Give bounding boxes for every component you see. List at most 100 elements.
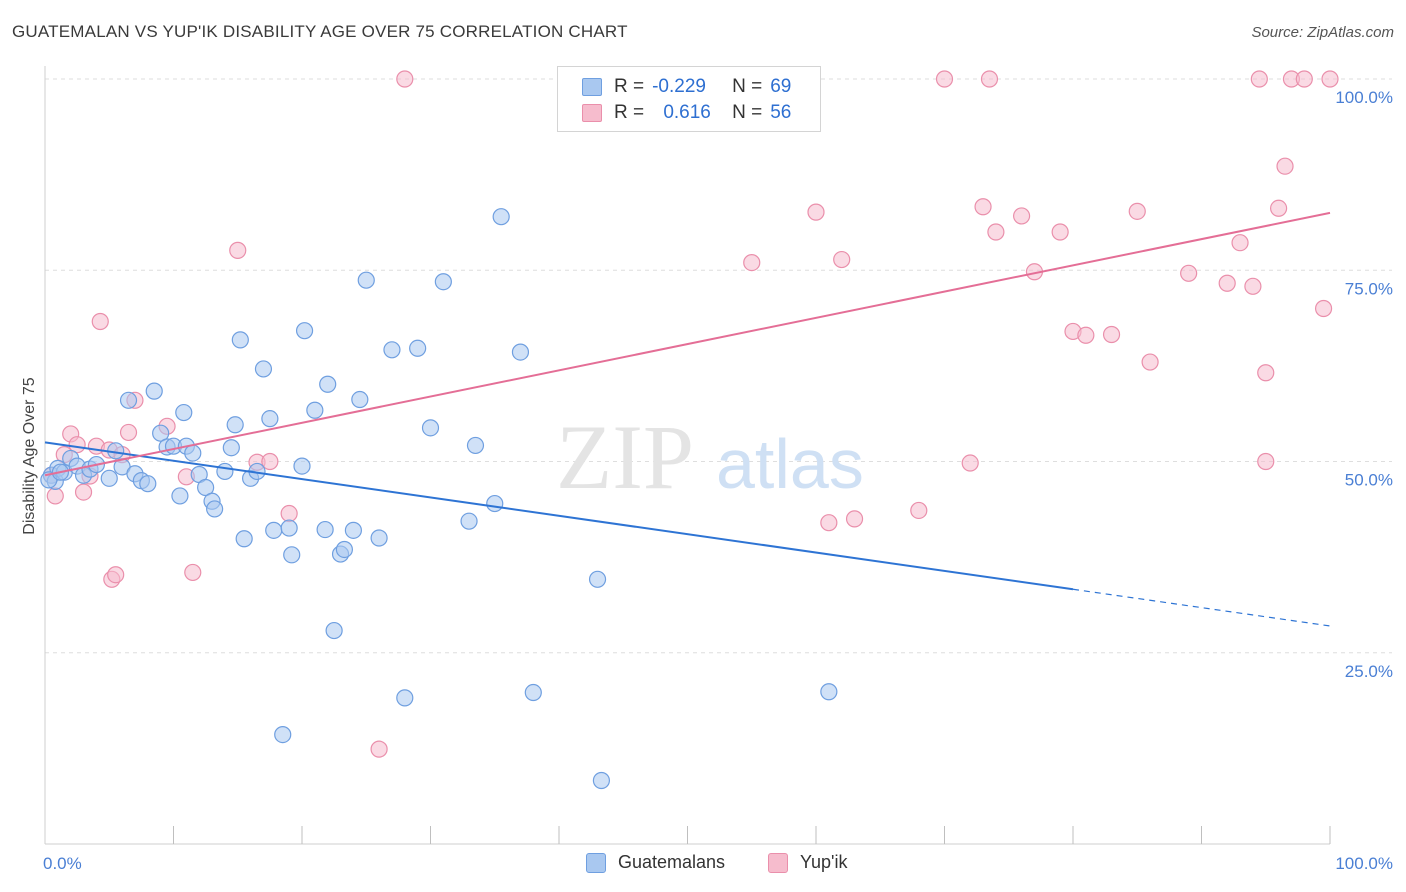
data-point [46, 487, 64, 505]
data-point [216, 462, 234, 481]
data-point [961, 454, 979, 472]
series-label: Guatemalans [618, 852, 726, 872]
data-point [935, 70, 954, 88]
data-point [171, 487, 189, 505]
data-point [396, 70, 414, 88]
data-point [434, 273, 452, 291]
legend-n-label: N = [732, 102, 763, 123]
data-point [145, 382, 163, 400]
data-point [833, 250, 851, 269]
data-point [119, 391, 138, 409]
data-point [184, 563, 202, 582]
data-point [335, 540, 354, 559]
data-point [152, 424, 170, 442]
trend-line-guatemalans-extension [1072, 588, 1331, 627]
legend-row-guatemalans: R = -0.229 N = 69 [582, 75, 791, 99]
data-point [820, 683, 838, 701]
data-point [306, 401, 324, 419]
data-point [974, 198, 992, 216]
data-point [274, 726, 292, 744]
data-point [1314, 299, 1333, 318]
data-point [1250, 70, 1268, 88]
data-point [910, 501, 928, 520]
data-point [1231, 234, 1249, 252]
series-swatch-blue [586, 852, 606, 873]
data-point [486, 494, 504, 513]
data-point [351, 390, 369, 409]
x-tick-label: 0.0% [43, 854, 82, 873]
data-point [524, 683, 542, 702]
y-tick-label: 75.0% [1345, 279, 1393, 298]
axes-layer [44, 66, 1331, 845]
watermark: ZIP atlas [556, 406, 864, 508]
data-point [139, 475, 157, 493]
series-legend: Guatemalans Yup'ik [0, 852, 1406, 878]
data-point [1102, 325, 1121, 344]
data-point [1257, 364, 1275, 382]
legend-swatch-pink [582, 104, 602, 122]
data-point [319, 375, 337, 393]
data-point [466, 436, 485, 455]
watermark-atlas: atlas [716, 425, 864, 503]
data-point [229, 241, 247, 259]
trend-lines [44, 211, 1331, 627]
grid-layer [45, 78, 1392, 654]
yupik-points [42, 70, 1339, 758]
chart-title: GUATEMALAN VS YUP'IK DISABILITY AGE OVER… [12, 22, 628, 41]
data-point [1295, 70, 1313, 88]
data-point [492, 208, 510, 226]
guatemalan-points [40, 208, 838, 790]
data-point [1141, 353, 1159, 371]
data-point [1276, 157, 1294, 175]
data-point [370, 529, 388, 547]
data-point [1218, 274, 1236, 292]
x-tick-label: 100.0% [1335, 854, 1393, 873]
y-axis-title: Disability Age Over 75 [21, 377, 38, 535]
data-point [206, 500, 224, 518]
data-point [383, 341, 401, 359]
data-point [987, 223, 1005, 241]
data-point [235, 530, 253, 548]
data-point [119, 423, 138, 442]
source-label: Source: ZipAtlas.com [1251, 24, 1394, 41]
watermark-zip: ZIP [556, 406, 694, 508]
data-point [1269, 199, 1288, 217]
legend-r-label: R = [614, 76, 645, 97]
data-point [460, 512, 478, 530]
series-legend-guatemalans[interactable]: Guatemalans [586, 852, 725, 873]
legend-n-value: 69 [770, 76, 792, 97]
correlation-legend: R = -0.229 N = 69 R = 0.616 N = 56 [557, 66, 821, 132]
data-point [592, 771, 611, 790]
data-point [1244, 277, 1262, 295]
data-point [1128, 202, 1146, 220]
data-point [1051, 223, 1069, 241]
data-point [1321, 70, 1339, 88]
legend-row-yupik: R = 0.616 N = 56 [582, 101, 791, 125]
data-point [107, 566, 125, 584]
legend-swatch-blue [582, 78, 602, 96]
data-point [280, 504, 298, 523]
series-legend-yupik[interactable]: Yup'ik [768, 852, 847, 873]
legend-n-label: N = [732, 76, 763, 97]
data-point [357, 271, 375, 289]
data-point [1012, 207, 1031, 225]
data-point [980, 70, 999, 88]
data-point [100, 469, 118, 487]
data-point [91, 312, 109, 331]
legend-r-value: -0.229 [652, 76, 706, 97]
data-point [370, 740, 388, 758]
data-point [265, 521, 283, 539]
data-point [261, 410, 279, 428]
data-point [588, 570, 607, 588]
data-point [316, 520, 334, 539]
data-point [820, 514, 838, 532]
data-point [743, 254, 761, 272]
data-point [254, 360, 273, 378]
data-point [344, 521, 362, 539]
y-tick-label: 100.0% [1335, 88, 1393, 107]
data-point [396, 689, 414, 707]
data-point [511, 343, 530, 361]
data-point [409, 339, 427, 357]
data-point [293, 457, 311, 475]
data-point [175, 403, 193, 422]
